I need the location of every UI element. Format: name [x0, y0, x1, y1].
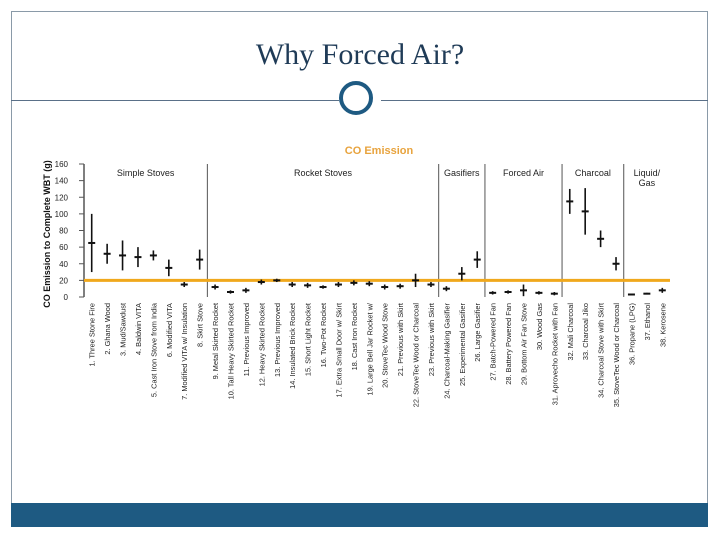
data-point	[273, 278, 281, 283]
x-tick-label: 2. Ghana Wood	[103, 303, 112, 355]
data-point	[149, 250, 157, 261]
x-tick-label: 33. Charcoal Jiko	[581, 303, 590, 360]
data-point	[304, 282, 312, 288]
x-tick-label: 1. Three Stone Fire	[88, 303, 97, 367]
x-tick-label: 15. Short Light Rocket	[304, 303, 313, 376]
data-point	[103, 243, 111, 264]
group-label: Charcoal	[575, 168, 611, 178]
data-point	[612, 257, 620, 271]
data-point	[134, 247, 142, 268]
data-point	[88, 213, 96, 273]
group-label: Simple Stoves	[117, 168, 175, 178]
x-tick-label: 31. Aprovecho Rocket with Fan	[550, 303, 559, 405]
x-tick-label: 32. Mali Charcoal	[566, 303, 575, 361]
x-tick-label: 30. Wood Gas	[535, 303, 544, 350]
title-divider-left	[11, 100, 339, 101]
data-point	[581, 188, 589, 235]
x-tick-label: 20. StoveTec Wood Stove	[381, 303, 390, 388]
x-tick-label: 14. Insulated Brick Rocket	[288, 303, 297, 389]
data-point	[520, 284, 527, 297]
x-tick-label: 27. Batch-Powered Fan	[489, 303, 498, 381]
x-tick-label: 4. Baldwin VITA	[134, 303, 143, 355]
y-tick-label: 140	[55, 177, 69, 186]
data-point	[597, 230, 605, 248]
data-point	[196, 249, 204, 270]
data-point	[257, 279, 265, 285]
x-tick-label: 3. Mud/Sawdust	[119, 303, 128, 356]
data-point	[412, 273, 420, 288]
x-tick-label: 18. Cast Iron Rocket	[350, 303, 359, 370]
data-point	[165, 259, 173, 277]
y-tick-label: 100	[55, 210, 69, 219]
x-tick-label: 17. Extra Small Door w/ Skirt	[334, 303, 343, 397]
data-point	[334, 282, 342, 288]
group-label: Gasifiers	[444, 168, 480, 178]
x-tick-label: 34. Charcoal Stove with Skirt	[597, 303, 606, 398]
co-emission-chart: CO Emission CO Emission to Complete WBT …	[42, 145, 670, 408]
x-tick-label: 24. Charcoal-Making Gasifier	[442, 302, 451, 398]
x-tick-label: 16. Two-Pot Rocket	[319, 303, 328, 367]
x-tick-label: 13. Previous Improved	[273, 303, 282, 377]
data-point	[627, 293, 635, 296]
data-point	[180, 282, 188, 288]
x-tick-label: 23. Previous with Skirt	[427, 303, 436, 376]
x-tick-label: 35. StoveTec Wood or Charcoal	[612, 303, 621, 408]
data-point	[658, 287, 666, 293]
data-point	[211, 284, 219, 290]
x-tick-label: 38. Kerosene	[658, 303, 667, 347]
data-point	[535, 291, 543, 295]
data-point	[504, 290, 512, 294]
group-label: Rocket Stoves	[294, 168, 353, 178]
data-point	[319, 285, 327, 289]
x-tick-label: 26. Large Gasifier	[473, 302, 482, 361]
data-point	[227, 290, 234, 294]
x-tick-label: 8. Skirt Stove	[196, 303, 205, 347]
data-point	[458, 267, 466, 281]
group-label: Liquid/Gas	[634, 168, 661, 188]
data-point	[550, 292, 558, 296]
chart-title: CO Emission	[345, 145, 414, 157]
ring-ornament-icon	[339, 81, 373, 115]
title-divider-right	[381, 100, 708, 101]
data-point	[442, 286, 450, 292]
x-tick-label: 22. StoveTec Wood or Charcoal	[412, 303, 421, 408]
footer-bar	[11, 503, 708, 527]
x-tick-label: 21. Previous with Skirt	[396, 303, 405, 376]
data-point	[473, 251, 481, 268]
data-point	[350, 280, 358, 286]
y-axis-label: CO Emission to Complete WBT (g)	[42, 160, 52, 308]
data-point	[288, 282, 296, 288]
x-tick-label: 10. Tall Heavy Skirted Rocket	[227, 303, 236, 399]
x-tick-label: 29. Bottom Air Fan Stove	[520, 303, 529, 385]
group-label: Forced Air	[503, 168, 544, 178]
x-tick-label: 28. Battery Powered Fan	[504, 303, 513, 385]
y-tick-label: 120	[55, 193, 69, 202]
data-point	[396, 283, 404, 289]
slide-title: Why Forced Air?	[255, 38, 465, 71]
y-tick-label: 0	[64, 293, 69, 302]
data-point	[427, 282, 435, 288]
data-point	[119, 240, 127, 271]
x-tick-label: 9. Metal Skirted Rocket	[211, 303, 220, 379]
x-tick-label: 25. Experimental Gasifier	[458, 302, 467, 386]
data-point	[643, 292, 651, 295]
data-point	[566, 188, 574, 214]
x-tick-label: 37. Ethanol	[643, 303, 652, 341]
data-point	[365, 281, 373, 287]
data-point	[489, 291, 497, 295]
y-tick-label: 160	[55, 160, 69, 169]
x-tick-label: 7. Modified VITA w/ Insulation	[180, 303, 189, 400]
x-tick-label: 5. Cast Iron Stove from India	[149, 302, 158, 397]
y-tick-label: 80	[59, 227, 68, 236]
x-tick-label: 36. Propane (LPG)	[627, 303, 636, 365]
data-point	[242, 287, 250, 293]
y-tick-label: 40	[59, 260, 68, 269]
x-tick-label: 11. Previous Improved	[242, 303, 251, 376]
data-point	[381, 284, 389, 290]
y-tick-label: 20	[59, 276, 68, 285]
x-tick-label: 12. Heavy Skirted Rocket	[257, 303, 266, 386]
y-tick-label: 60	[59, 243, 68, 252]
x-tick-label: 6. Modified VITA	[165, 303, 174, 357]
x-tick-label: 19. Large Bell Jar Rocket w/	[365, 302, 374, 395]
